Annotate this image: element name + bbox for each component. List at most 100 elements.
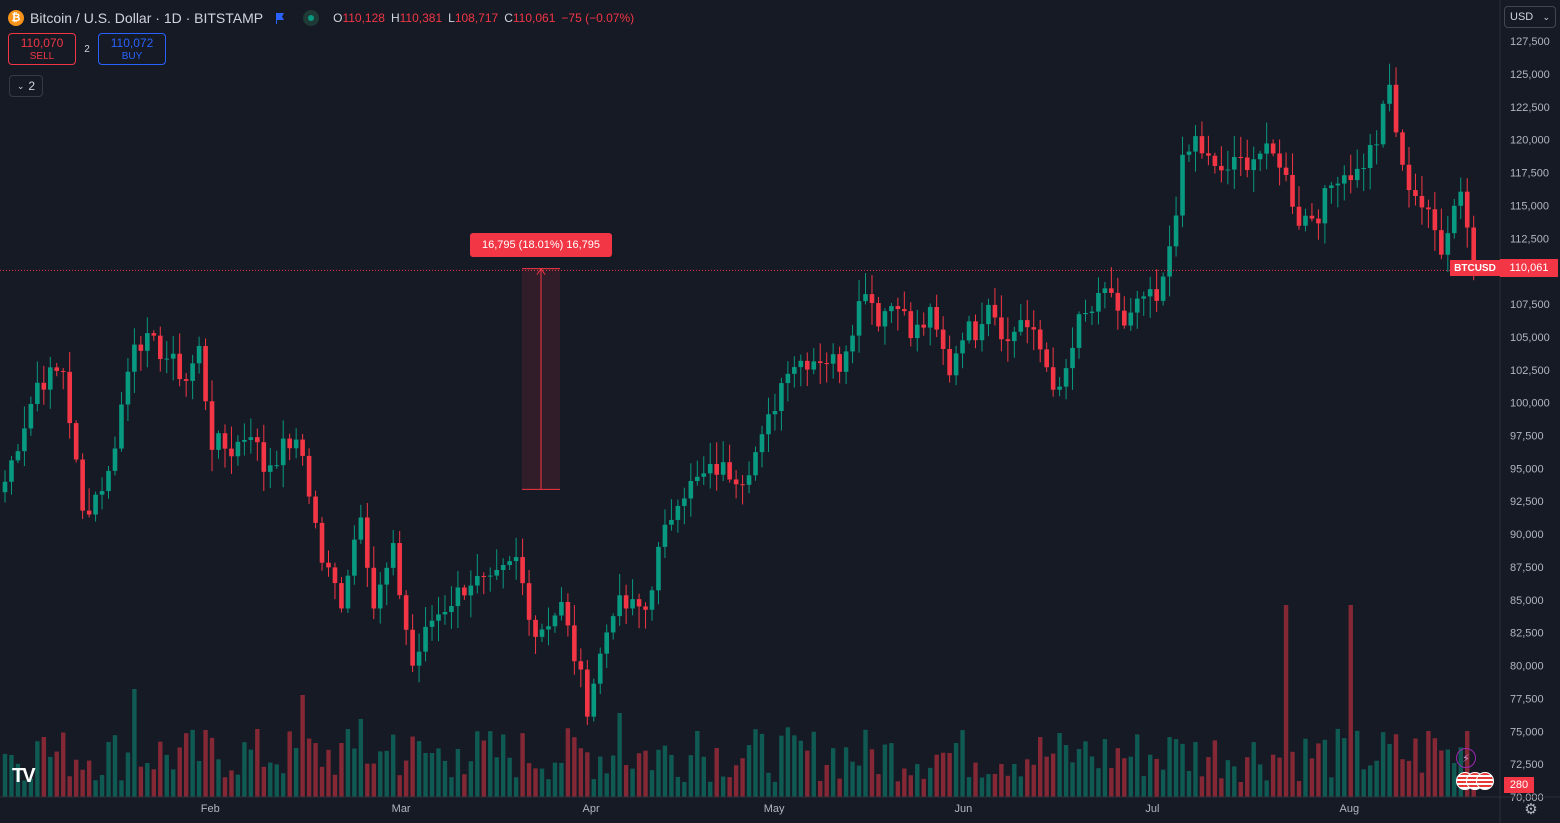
candle xyxy=(643,602,648,629)
price-tick-label: 127,500 xyxy=(1510,36,1550,48)
candle xyxy=(1160,272,1166,306)
volume-value-tag: 280 xyxy=(1504,777,1534,793)
volume-bar xyxy=(656,749,661,797)
buy-button[interactable]: 110,072 BUY xyxy=(98,33,166,65)
ohlc-values: O110,128 H110,381 L108,717 C110,061 −75 … xyxy=(333,11,635,25)
volume-bar xyxy=(255,728,260,797)
tradingview-logo[interactable]: TV xyxy=(12,765,36,787)
volume-bar xyxy=(28,778,34,797)
candle xyxy=(170,335,176,381)
economic-events-icon[interactable] xyxy=(1456,772,1496,790)
volume-bar xyxy=(2,753,8,797)
volume-bar xyxy=(1180,743,1185,797)
volume-bar xyxy=(1154,758,1159,797)
volume-bar xyxy=(1076,749,1082,797)
volume-bar xyxy=(436,748,441,797)
candle xyxy=(1406,146,1412,208)
volume-bar xyxy=(701,756,706,797)
volume-bar xyxy=(1329,777,1334,797)
close-value: 110,061 xyxy=(512,11,556,25)
candle xyxy=(468,570,474,618)
volume-bar xyxy=(818,780,823,797)
lightning-icon[interactable]: ⚡ xyxy=(1456,748,1476,768)
time-tick-label: Aug xyxy=(1340,803,1360,815)
candle xyxy=(287,433,292,461)
time-axis[interactable]: 2025FebMarAprMayJunJulAug xyxy=(0,796,1560,815)
candle xyxy=(669,499,674,531)
price-tick-label: 92,500 xyxy=(1510,496,1544,508)
volume-bar xyxy=(1342,738,1347,797)
volume-bar xyxy=(164,754,169,797)
candle xyxy=(384,562,390,606)
candle xyxy=(1206,135,1211,166)
candle xyxy=(1393,67,1399,138)
candle xyxy=(1186,144,1192,162)
candle xyxy=(921,312,927,336)
price-tick-label: 77,500 xyxy=(1510,693,1544,705)
gear-icon[interactable]: ⚙ xyxy=(1524,801,1538,818)
candle xyxy=(1361,153,1366,192)
sell-button[interactable]: 110,070 SELL xyxy=(8,33,76,65)
currency-select[interactable]: USD ⌄ xyxy=(1504,6,1556,28)
candle xyxy=(177,333,182,387)
candle xyxy=(1050,347,1056,397)
candle xyxy=(1283,152,1289,182)
volume-bar xyxy=(145,763,150,797)
indicators-count: 2 xyxy=(28,79,36,93)
spread-value: 2 xyxy=(84,43,90,55)
volume-bar xyxy=(585,752,590,797)
candle xyxy=(656,541,661,605)
volume-bar xyxy=(86,760,92,797)
price-tick-label: 102,500 xyxy=(1510,365,1550,377)
candle xyxy=(1270,139,1276,157)
symbol-header: ₿ Bitcoin / U.S. Dollar · 1D · BITSTAMP … xyxy=(8,8,634,28)
candle xyxy=(1322,184,1328,244)
time-tick-label: Feb xyxy=(201,803,220,815)
candle xyxy=(313,490,318,529)
candle xyxy=(280,420,286,488)
volume-bar xyxy=(22,780,27,797)
price-tick-label: 87,500 xyxy=(1510,562,1544,574)
volume-bar xyxy=(416,741,422,797)
volume-bar xyxy=(837,778,842,797)
volume-bar xyxy=(35,741,40,797)
symbol-title[interactable]: Bitcoin / U.S. Dollar · 1D · BITSTAMP xyxy=(30,10,264,26)
flag-icon[interactable] xyxy=(275,12,285,24)
candle xyxy=(332,562,338,600)
candle xyxy=(261,424,267,491)
volume-bar xyxy=(533,768,538,797)
candle xyxy=(520,538,525,596)
price-tick-label: 107,500 xyxy=(1510,299,1550,311)
price-tick-label: 90,000 xyxy=(1510,529,1544,541)
volume-bar xyxy=(403,760,409,797)
volume-bar xyxy=(1251,742,1256,797)
candle xyxy=(1309,203,1315,222)
candle xyxy=(1439,208,1444,260)
candle xyxy=(216,430,221,459)
market-status-icon[interactable] xyxy=(303,10,320,26)
candle xyxy=(267,447,273,489)
candle xyxy=(1277,139,1282,186)
candle xyxy=(953,345,959,386)
volume-bar xyxy=(1413,738,1418,797)
candle xyxy=(449,586,454,629)
volume-bar xyxy=(1238,781,1243,797)
time-tick-label: Apr xyxy=(583,803,600,815)
volume-bar xyxy=(1193,741,1198,797)
volume-bar xyxy=(876,774,881,797)
chevron-down-icon: ⌄ xyxy=(16,80,25,91)
volume-bar xyxy=(714,747,719,797)
candle xyxy=(1232,135,1237,189)
indicators-collapse-button[interactable]: ⌄ 2 xyxy=(9,75,43,97)
volume-bar xyxy=(222,777,228,797)
volume-bar xyxy=(455,749,461,797)
price-axis[interactable]: 127,500 125,000 122,500 120,000 117,500 115,0… xyxy=(1499,0,1560,823)
volume-bar xyxy=(132,689,137,797)
candle xyxy=(416,633,422,683)
candle xyxy=(475,553,480,594)
volume-bar xyxy=(598,756,603,797)
candle xyxy=(675,499,681,533)
candle xyxy=(1070,327,1075,390)
candle xyxy=(513,537,519,580)
